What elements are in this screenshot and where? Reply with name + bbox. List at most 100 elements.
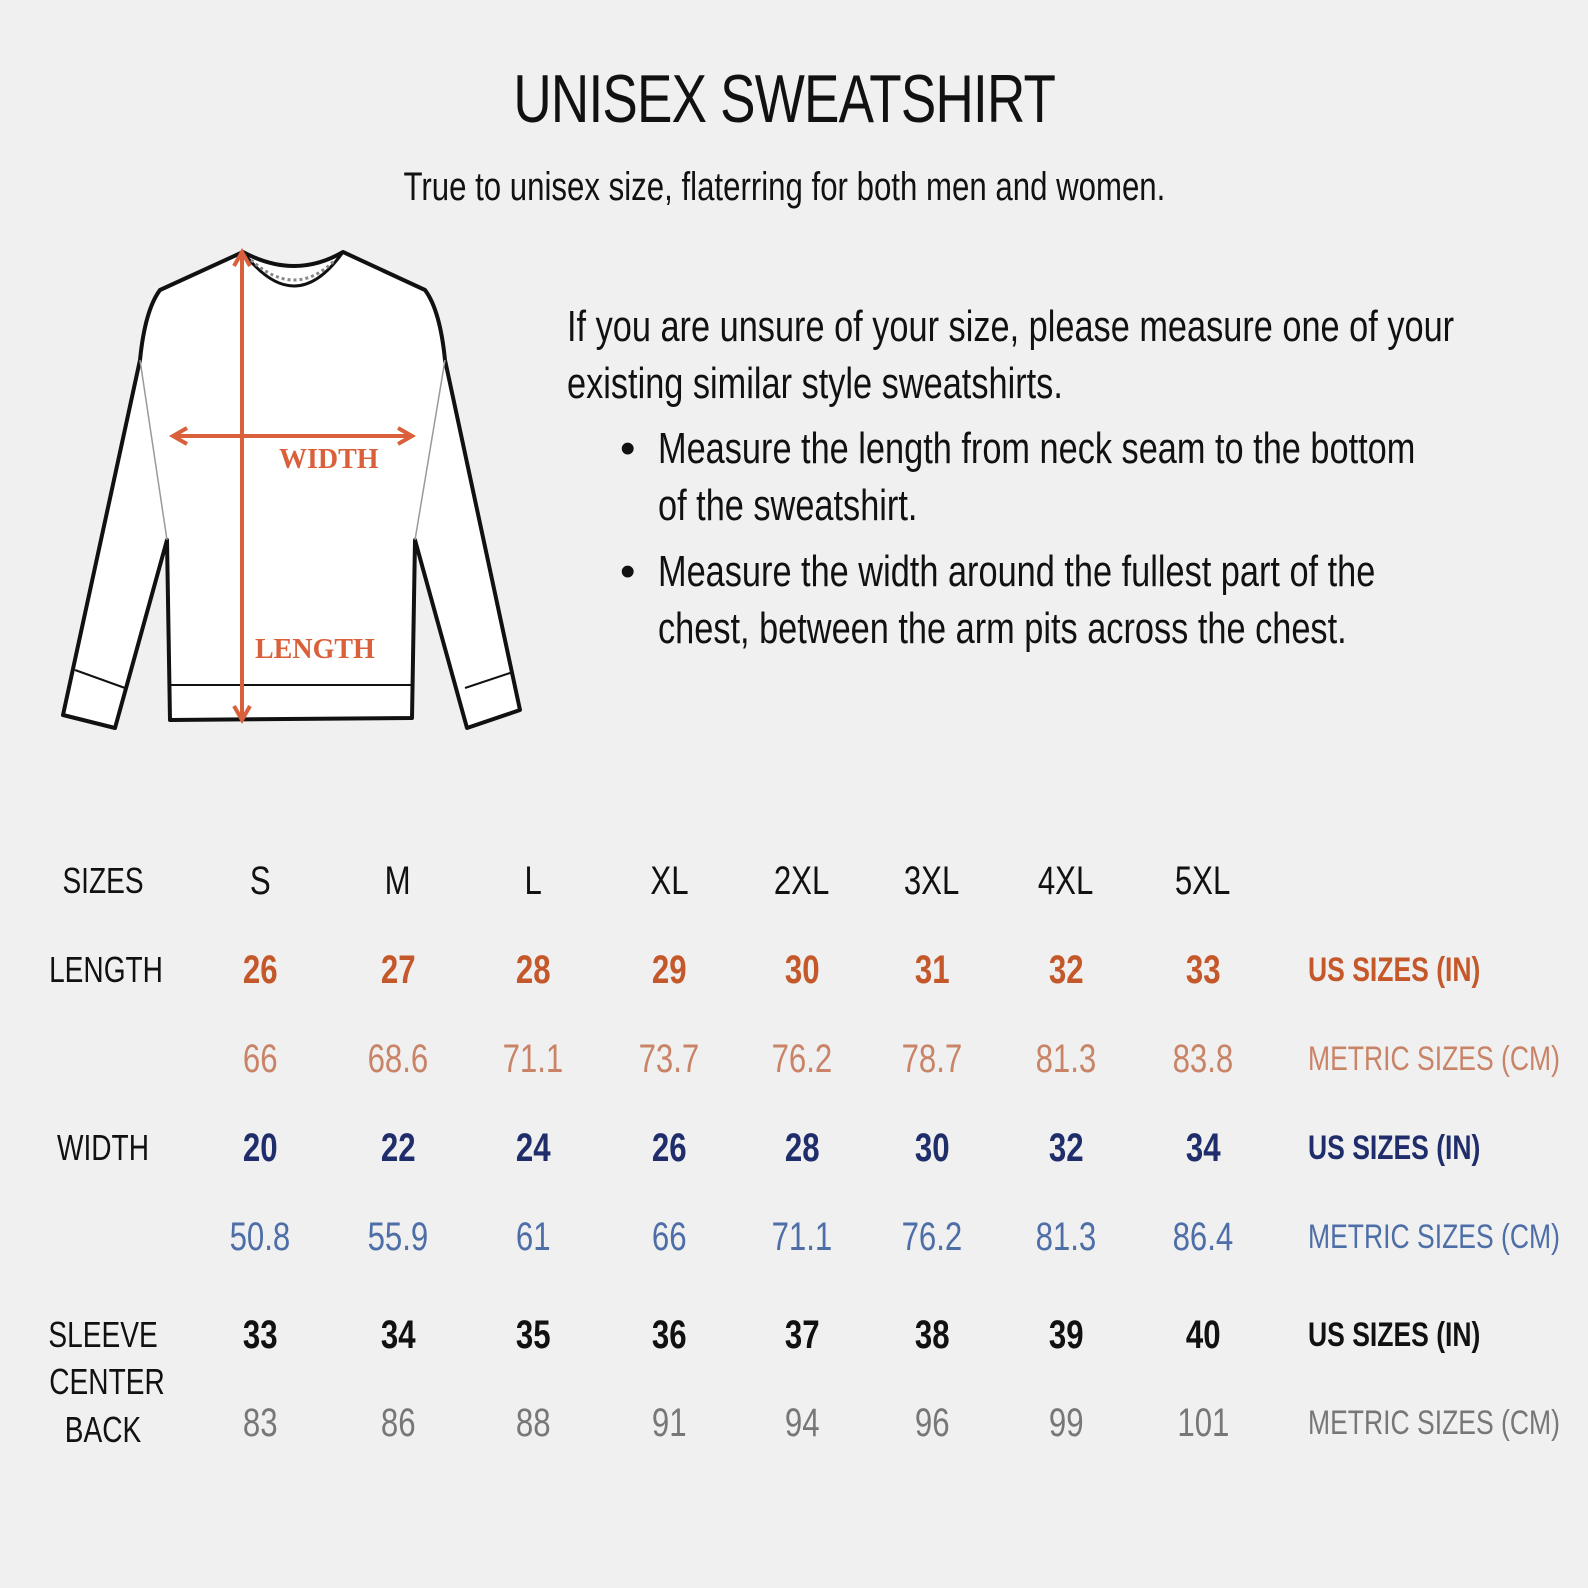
table-cell-sizes-text: 2XL	[774, 859, 830, 903]
table-cell-sizes: S	[190, 857, 330, 905]
table-cell-sizes-text: L	[524, 859, 542, 903]
table-cell-width_us-text: 20	[242, 1126, 278, 1170]
table-cell-length_cm-text: 81.3	[1035, 1037, 1097, 1081]
table-cell-sizes-text: S	[249, 859, 271, 903]
table-cell-sizes: 2XL	[732, 857, 872, 905]
table-cell-sleeve_us-text: 40	[1185, 1313, 1221, 1357]
unit-label: US SIZES (IN)	[1308, 946, 1529, 994]
table-cell-sleeve_us: 39	[996, 1311, 1136, 1359]
table-cell-length_cm-text: 68.6	[367, 1037, 429, 1081]
table-cell-width_us-text: 24	[515, 1126, 551, 1170]
instructions-intro: If you are unsure of your size, please m…	[567, 298, 1567, 412]
table-cell-length_cm: 78.7	[862, 1035, 1002, 1083]
row-label: LENGTH	[33, 946, 173, 994]
row-label-text: WIDTH	[56, 1127, 150, 1168]
table-cell-sleeve_us-text: 35	[515, 1313, 551, 1357]
row-label-sleeve: CENTER	[33, 1358, 173, 1406]
page-title: UNISEX SWEATSHIRT	[0, 60, 1568, 138]
page-subtitle: True to unisex size, flaterring for both…	[0, 165, 1568, 210]
table-cell-width_cm-text: 50.8	[229, 1215, 291, 1259]
table-cell-sizes: XL	[599, 857, 739, 905]
row-label: WIDTH	[33, 1124, 173, 1172]
table-cell-width_cm: 61	[463, 1213, 603, 1261]
table-cell-length_us: 33	[1133, 946, 1273, 994]
table-cell-sleeve_us-text: 36	[651, 1313, 687, 1357]
length-label: LENGTH	[255, 634, 375, 665]
table-cell-length_us-text: 33	[1185, 948, 1221, 992]
table-cell-length_us-text: 31	[914, 948, 950, 992]
bullet-line: of the sweatshirt.	[658, 481, 918, 530]
row-label-sleeve: SLEEVE	[33, 1311, 173, 1359]
table-cell-width_cm-text: 76.2	[901, 1215, 963, 1259]
table-cell-sleeve_us-text: 38	[914, 1313, 950, 1357]
table-cell-width_us-text: 30	[914, 1126, 950, 1170]
bullet-line: Measure the length from neck seam to the…	[658, 424, 1416, 473]
table-cell-width_us: 30	[862, 1124, 1002, 1172]
table-cell-sizes-text: XL	[649, 859, 689, 903]
table-cell-length_cm-text: 78.7	[901, 1037, 963, 1081]
table-cell-width_cm: 86.4	[1133, 1213, 1273, 1261]
unit-label-text: US SIZES (IN)	[1308, 951, 1481, 989]
unit-label-text: US SIZES (IN)	[1308, 1129, 1481, 1167]
table-cell-sleeve_cm-text: 101	[1176, 1401, 1230, 1445]
table-cell-sleeve_cm-text: 86	[380, 1401, 416, 1445]
table-cell-sleeve_us: 40	[1133, 1311, 1273, 1359]
table-cell-sizes: M	[328, 857, 468, 905]
table-cell-sleeve_cm-text: 83	[242, 1401, 278, 1445]
table-cell-width_us: 34	[1133, 1124, 1273, 1172]
table-cell-length_cm: 76.2	[732, 1035, 872, 1083]
table-cell-width_cm-text: 66	[651, 1215, 687, 1259]
table-cell-sizes: 5XL	[1133, 857, 1273, 905]
table-cell-width_us: 26	[599, 1124, 739, 1172]
table-cell-length_us-text: 30	[784, 948, 820, 992]
table-cell-length_cm: 68.6	[328, 1035, 468, 1083]
unit-label-text: METRIC SIZES (CM)	[1308, 1404, 1560, 1442]
table-cell-length_us: 27	[328, 946, 468, 994]
table-cell-sleeve_cm: 99	[996, 1399, 1136, 1447]
table-cell-length_us: 32	[996, 946, 1136, 994]
bullet-icon: •	[620, 547, 636, 596]
table-cell-sleeve_cm: 83	[190, 1399, 330, 1447]
table-cell-sizes-text: 5XL	[1175, 859, 1231, 903]
width-label: WIDTH	[279, 444, 379, 475]
table-cell-sleeve_cm: 88	[463, 1399, 603, 1447]
table-cell-sleeve_cm: 94	[732, 1399, 872, 1447]
table-cell-length_us-text: 28	[515, 948, 551, 992]
table-cell-width_cm: 55.9	[328, 1213, 468, 1261]
table-cell-length_us-text: 29	[651, 948, 687, 992]
table-cell-length_us: 31	[862, 946, 1002, 994]
table-cell-width_cm-text: 55.9	[367, 1215, 429, 1259]
table-cell-sleeve_cm-text: 91	[651, 1401, 687, 1445]
table-cell-width_us: 24	[463, 1124, 603, 1172]
table-cell-width_cm-text: 86.4	[1172, 1215, 1234, 1259]
row-label-sleeve-text: BACK	[64, 1409, 142, 1450]
unit-label: US SIZES (IN)	[1308, 1124, 1529, 1172]
sweatshirt-illustration: WIDTH LENGTH	[61, 247, 522, 730]
table-cell-length_cm-text: 71.1	[502, 1037, 564, 1081]
table-cell-width_cm: 50.8	[190, 1213, 330, 1261]
table-cell-sizes-text: M	[384, 859, 411, 903]
table-cell-length_us: 26	[190, 946, 330, 994]
table-cell-length_us-text: 27	[380, 948, 416, 992]
table-cell-sleeve_us: 35	[463, 1311, 603, 1359]
table-cell-sleeve_us: 34	[328, 1311, 468, 1359]
bullet-line: chest, between the arm pits across the c…	[658, 604, 1347, 653]
bullet-icon: •	[620, 424, 636, 473]
measure-arrows	[168, 247, 417, 725]
table-cell-length_us: 28	[463, 946, 603, 994]
table-cell-length_us: 30	[732, 946, 872, 994]
table-cell-sleeve_us-text: 33	[242, 1313, 278, 1357]
table-cell-sleeve_cm: 96	[862, 1399, 1002, 1447]
row-label-text: LENGTH	[49, 949, 163, 990]
page-title-text: UNISEX SWEATSHIRT	[513, 61, 1056, 137]
table-cell-length_us-text: 32	[1048, 948, 1084, 992]
table-cell-width_us-text: 26	[651, 1126, 687, 1170]
table-cell-width_us-text: 22	[380, 1126, 416, 1170]
table-cell-width_cm: 76.2	[862, 1213, 1002, 1261]
table-cell-sleeve_cm: 91	[599, 1399, 739, 1447]
table-cell-sizes: 4XL	[996, 857, 1136, 905]
table-cell-width_us-text: 34	[1185, 1126, 1221, 1170]
unit-label: METRIC SIZES (CM)	[1308, 1213, 1588, 1261]
table-cell-length_us-text: 26	[242, 948, 278, 992]
table-cell-width_cm-text: 71.1	[771, 1215, 833, 1259]
